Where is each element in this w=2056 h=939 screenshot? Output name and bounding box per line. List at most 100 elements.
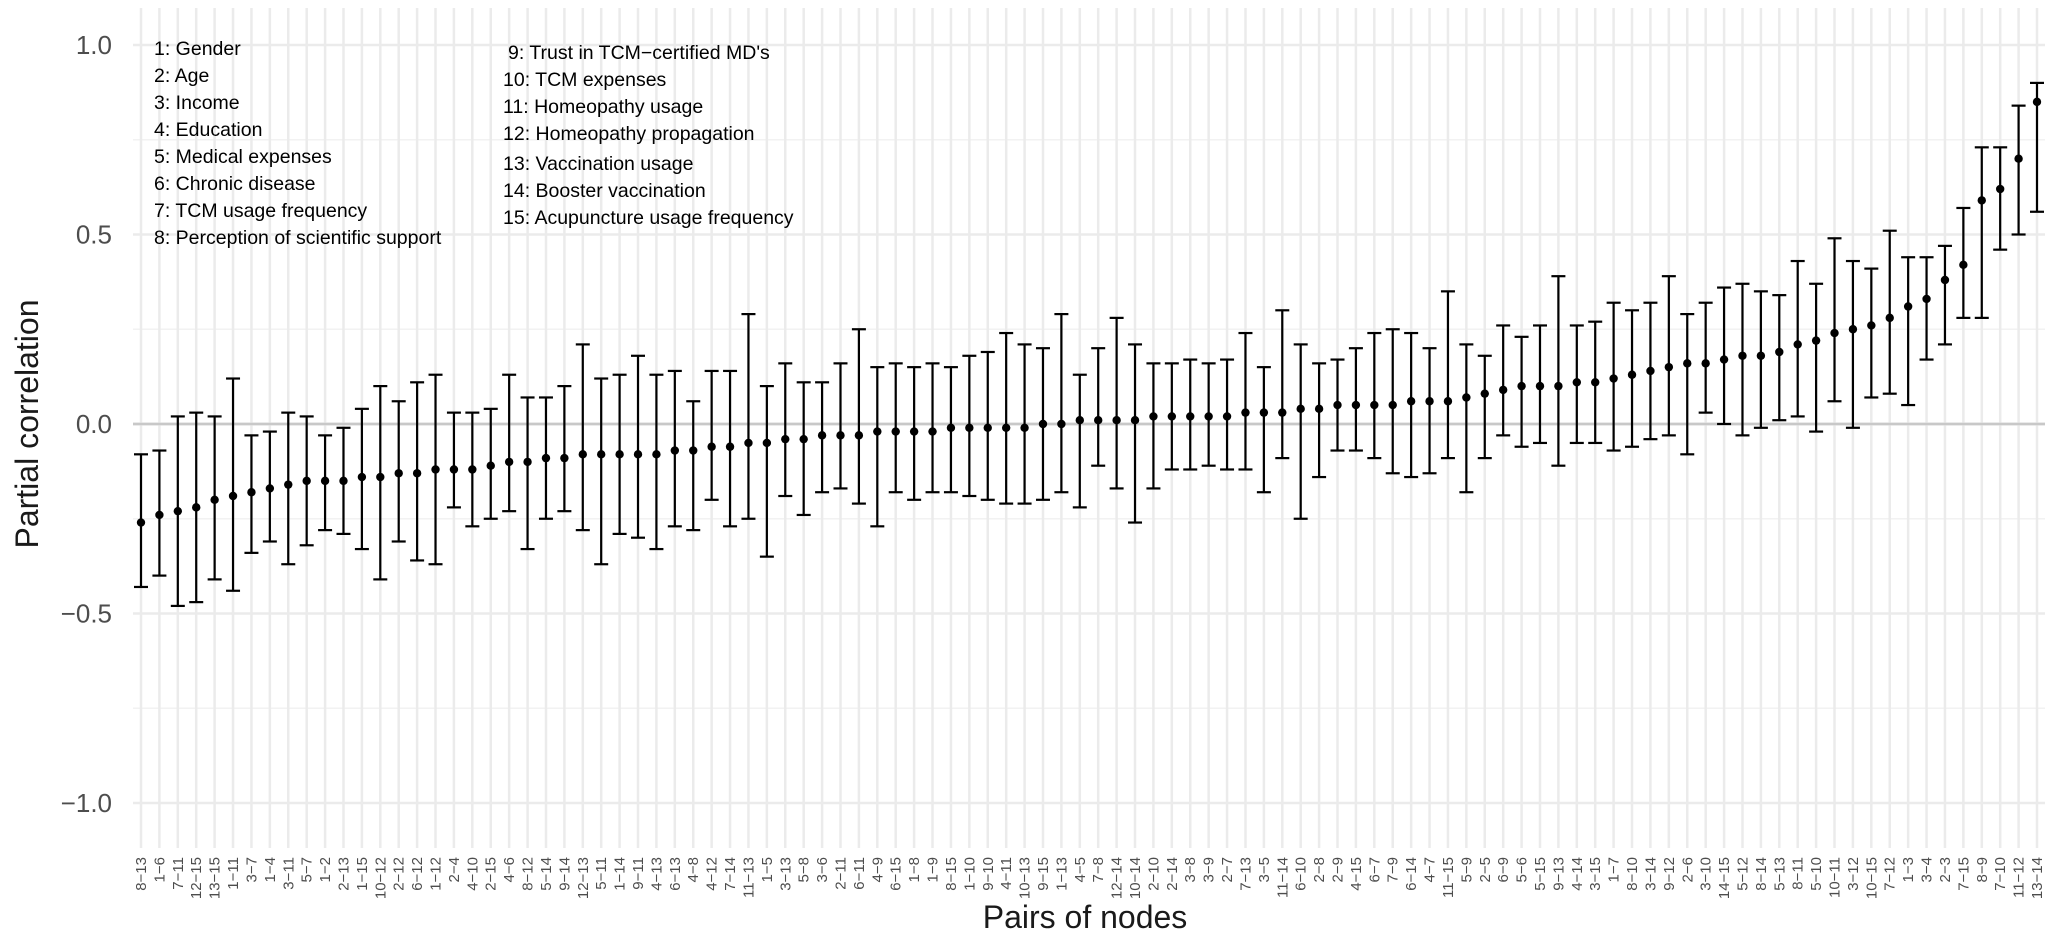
data-point [1719,355,1729,364]
error-bar [1128,343,1143,524]
data-point [725,442,735,451]
x-tick-label: 5−11 [593,857,610,890]
error-bar [1551,275,1566,467]
data-point [707,442,716,451]
error-bar [778,362,793,498]
data-point [449,465,459,474]
data-point [1498,385,1508,395]
data-point [652,450,661,459]
data-point [1112,416,1121,425]
error-bar [686,400,701,532]
x-tick-label: 4−15 [1348,857,1365,891]
x-tick-label: 14−15 [1716,857,1733,899]
error-bar [796,381,811,517]
x-tick-label: 12−14 [1109,857,1126,899]
x-tick-label: 7−8 [1090,857,1107,882]
x-axis-ticks: 8−13 1−6 7−11 12−15 13−15 1−11 3−7 1−4 3−11 5−7 1−… [133,857,2046,899]
y-tick-label: 1.0 [76,30,112,60]
data-point [1296,404,1305,414]
data-point [854,431,864,440]
x-tick-label: 8−9 [1974,857,1991,882]
data-point [1903,302,1913,311]
error-bar [557,385,572,513]
error-bar [1698,301,1713,414]
x-tick-label: 4−12 [704,857,721,891]
x-tick-label: 3−11 [280,857,297,890]
data-point [1646,366,1655,376]
legend-item-15: 15: Acupuncture usage frequency [503,207,794,229]
x-axis-title: Pairs of nodes [983,899,1188,935]
error-bar [870,366,885,528]
data-point [1314,404,1324,414]
data-point [1462,393,1471,402]
data-point [633,450,643,459]
data-point [431,465,440,474]
legend-item-14: 14: Booster vaccination [503,180,706,202]
x-tick-label: 2−10 [1145,857,1162,891]
y-tick-label: −1.0 [61,788,112,818]
x-tick-label: 11−15 [1440,857,1457,898]
data-point [1738,351,1747,360]
x-tick-label: 5−15 [1532,857,1549,891]
error-bar [1901,256,1916,407]
data-point [1443,397,1453,406]
data-point [1259,408,1269,417]
error-bar [1845,259,1860,429]
data-point [1830,328,1839,338]
error-bar [833,362,848,490]
x-tick-label: 1−10 [961,857,978,891]
legend-item-12: 12: Homeopathy propagation [503,123,755,145]
error-bar [1459,343,1474,494]
error-bar [649,373,664,551]
error-bar [373,385,388,581]
x-tick-label: 4−10 [464,857,481,891]
legend-item-5: 5: Medical expenses [154,146,332,168]
data-point [1351,400,1361,410]
error-bar [1514,335,1529,448]
legend-item-10: 10: TCM expenses [503,69,667,91]
x-tick-label: 8−10 [1624,857,1641,891]
x-tick-label: 2−11 [832,857,849,890]
legend-item-1: 1: Gender [154,38,241,60]
data-point [836,431,845,440]
data-point [357,472,367,482]
x-tick-label: 10−15 [1863,857,1880,899]
error-bar [594,377,609,566]
data-point [928,427,937,436]
x-tick-label: 3−15 [1587,857,1604,891]
x-tick-label: 3−13 [777,857,794,891]
error-bar [999,331,1014,505]
error-bar [1422,347,1437,475]
error-bar [1293,343,1308,520]
x-tick-label: 2−14 [1164,857,1181,891]
x-tick-label: 5−13 [1771,857,1788,891]
data-point [412,469,422,478]
x-tick-label: 11−14 [1274,857,1291,898]
error-bar [1275,309,1290,460]
x-tick-label: 10−14 [1127,857,1144,899]
legend: 1: Gender 2: Age 3: Income 4: Education … [154,38,794,249]
data-point [155,510,164,520]
error-bar [1072,373,1087,509]
x-tick-label: 5−8 [796,857,813,882]
x-tick-label: 7−15 [1955,857,1972,891]
data-point [1554,381,1563,391]
error-bar [1790,259,1805,418]
x-tick-label: 3−8 [1182,857,1199,882]
data-point [1995,184,2005,194]
data-point [1977,196,1986,205]
error-bar [1827,237,1842,403]
x-tick-label: 3−6 [814,857,831,882]
data-point [2032,97,2042,107]
data-point [320,476,330,486]
data-point [1388,400,1397,410]
data-point [946,423,956,432]
data-point [891,427,900,436]
data-point [762,438,772,448]
error-bar [2011,104,2026,236]
x-tick-label: 9−10 [980,857,997,891]
x-tick-label: 4−8 [685,857,702,882]
x-tick-label: 6−12 [409,857,426,891]
data-point [376,472,385,482]
data-point [1222,412,1232,421]
